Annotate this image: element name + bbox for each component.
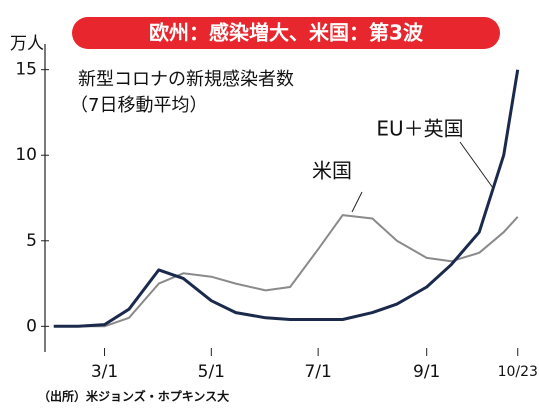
y-tick-label: 0	[26, 316, 37, 336]
x-tick-label: 5/1	[198, 362, 225, 382]
y-tick-label: 15	[15, 60, 37, 80]
source: （出所）米ジョンズ・ホプキンス大	[38, 389, 229, 404]
x-tick-label: 3/1	[91, 362, 118, 382]
series-line	[53, 214, 519, 328]
title-banner	[72, 17, 500, 49]
chart-title: 欧州：感染増大、米国：第3波	[149, 21, 424, 45]
x-tick-label: 7/1	[304, 362, 331, 382]
subtitle: （7日移動平均）	[70, 95, 207, 116]
series-label: 米国	[312, 159, 352, 183]
leader-line	[459, 141, 494, 189]
y-tick-label: 5	[26, 231, 37, 251]
y-tick-label: 10	[15, 145, 37, 165]
y-unit: 万人	[10, 34, 44, 54]
leader-line	[351, 191, 363, 213]
series-label: EU＋英国	[376, 117, 463, 141]
x-tick-label: 10/23	[498, 364, 538, 380]
series-line	[53, 69, 520, 328]
subtitle: 新型コロナの新規感染者数	[78, 69, 294, 90]
x-tick-label: 9/1	[413, 362, 440, 382]
